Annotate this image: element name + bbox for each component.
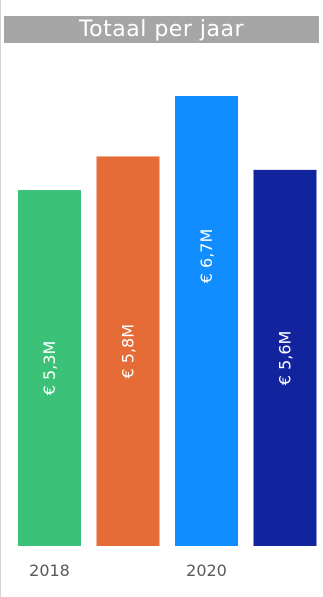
x-tick-label-2020: 2020: [186, 561, 227, 580]
data-label-2019: € 5,8M: [119, 324, 138, 379]
bar-2020[interactable]: [175, 96, 238, 546]
x-tick-label-2018: 2018: [29, 561, 70, 580]
bar-2021[interactable]: [253, 169, 317, 546]
data-label-2020: € 6,7M: [197, 229, 216, 284]
data-label-2021: € 5,6M: [276, 331, 295, 386]
chart-title: Totaal per jaar: [78, 17, 244, 42]
bar-2018[interactable]: [18, 190, 81, 546]
data-label-2018: € 5,3M: [40, 341, 59, 396]
frame-left-border: [0, 0, 1, 597]
chart-title-bar: Totaal per jaar: [4, 16, 319, 43]
bar-2019[interactable]: [96, 156, 160, 546]
